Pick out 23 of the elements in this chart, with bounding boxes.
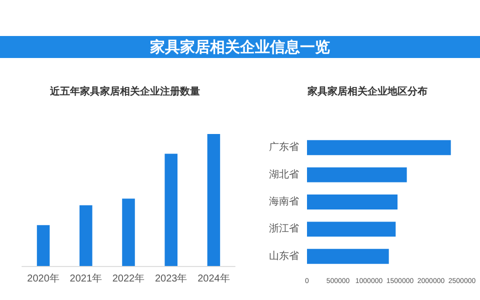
- x-tick-label: 2022年: [112, 272, 145, 284]
- chart-subtitle: 近五年家具家居相关企业注册数量: [49, 86, 200, 98]
- y-tick-label: 山东省: [269, 250, 299, 262]
- y-tick-label: 广东省: [269, 141, 299, 154]
- y-tick-label: 海南省: [269, 196, 299, 208]
- y-tick-label: 湖北省: [269, 168, 299, 180]
- bar: [207, 134, 220, 266]
- x-tick-label: 2024年: [198, 272, 230, 284]
- bar: [307, 140, 451, 156]
- bar: [122, 198, 135, 266]
- bar: [307, 194, 398, 210]
- y-tick-label: 浙江省: [269, 222, 299, 235]
- bar: [307, 167, 407, 182]
- x-tick-label: 2021年: [70, 272, 102, 284]
- x-tick-label: 2020年: [27, 272, 60, 284]
- bar: [307, 248, 389, 264]
- bar: [164, 154, 178, 266]
- bar: [307, 222, 396, 237]
- chart-title: 家具家居相关企业信息一览: [0, 36, 480, 58]
- bar: [36, 225, 50, 266]
- x-tick-label: 2023年: [154, 272, 188, 284]
- bar: [80, 205, 92, 266]
- chart-title: 家具家居相关企业地区分布: [306, 86, 428, 98]
